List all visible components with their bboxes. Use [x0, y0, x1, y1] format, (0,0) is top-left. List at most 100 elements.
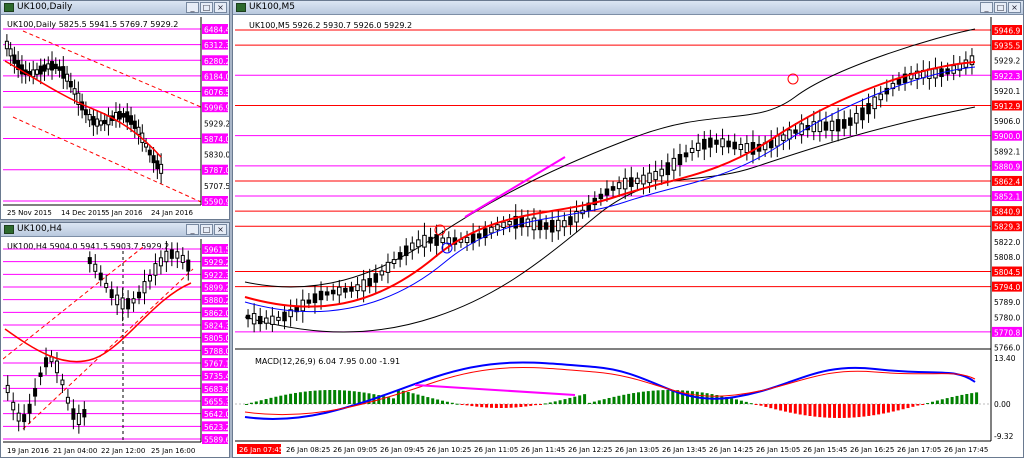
m5-candle-body: [854, 112, 859, 124]
daily-price-label: 6280.2: [204, 57, 229, 66]
macd-histogram-bar: [793, 404, 797, 414]
daily-candle-body: [76, 92, 81, 105]
m5-plot[interactable]: UK100,M5 5926.2 5930.7 5926.0 5929.2 5946…: [235, 17, 1023, 457]
minimize-button[interactable]: _: [186, 224, 199, 235]
m5-candle-body: [476, 233, 482, 239]
h4-candle-body: [16, 412, 21, 422]
h4-chart-window[interactable]: UK100,H4 _ □ × UK100,H4 5904.0 5941.5 59…: [0, 222, 230, 458]
m5-candle-body: [829, 120, 835, 132]
macd-histogram-bar: [901, 404, 905, 410]
macd-histogram-bar: [837, 404, 841, 418]
h4-candle-body: [137, 291, 142, 299]
daily-title-bar[interactable]: UK100,Daily _ □ ×: [1, 1, 229, 15]
macd-histogram-bar: [774, 404, 778, 410]
h4-candle-body: [126, 298, 131, 310]
m5-current-time-tag: [237, 444, 281, 454]
m5-date-label: 26 Jan 07:45: [239, 446, 283, 454]
h4-candle-body: [71, 408, 76, 420]
macd-histogram-bar: [764, 404, 768, 407]
h4-trend-line: [3, 246, 144, 360]
m5-candle-body: [519, 217, 525, 228]
macd-histogram-bar: [828, 404, 832, 418]
close-button[interactable]: ×: [214, 2, 227, 13]
m5-price-label: 5780.0: [994, 313, 1020, 322]
m5-candle-body: [343, 287, 348, 293]
m5-price-label: 5920.1: [994, 87, 1020, 96]
m5-price-label: 5880.9: [994, 162, 1020, 171]
h4-candle-body: [186, 259, 191, 272]
m5-candle-body: [568, 216, 573, 226]
minimize-button[interactable]: _: [980, 2, 993, 13]
daily-title: UK100,Daily: [17, 2, 73, 12]
m5-candle-body: [355, 284, 360, 292]
m5-candle-body: [537, 220, 543, 231]
macd-histogram-bar: [911, 404, 915, 407]
daily-candle-body: [125, 111, 130, 123]
daily-chart-window[interactable]: UK100,Daily _ □ × UK100,Daily 5825.5 594…: [0, 0, 230, 220]
m5-candle-body: [848, 117, 853, 126]
m5-candle-body: [866, 103, 871, 115]
daily-candle-body: [83, 109, 88, 116]
m5-price-tag: [992, 145, 1022, 156]
macd-histogram-bar: [470, 404, 474, 407]
h4-candle-body: [147, 275, 152, 282]
m5-price-tag: [992, 326, 1022, 337]
daily-candle-body: [129, 115, 134, 125]
m5-price-label: 5852.1: [994, 193, 1020, 202]
close-button[interactable]: ×: [214, 224, 227, 235]
close-button[interactable]: ×: [1008, 2, 1021, 13]
macd-histogram-bar: [436, 399, 440, 404]
m5-moving-average-fast: [244, 66, 976, 313]
macd-histogram-bar: [769, 404, 773, 409]
maximize-button[interactable]: □: [200, 2, 213, 13]
macd-histogram-bar: [818, 404, 822, 418]
daily-price-tag: [202, 24, 228, 34]
maximize-button[interactable]: □: [994, 2, 1007, 13]
m5-candle-body: [720, 138, 725, 148]
h4-price-label: 5655.3: [204, 398, 229, 407]
m5-chart-window[interactable]: UK100,M5 _ □ × UK100,M5 5926.2 5930.7 59…: [232, 0, 1024, 458]
m5-date-label: 26 Jan 13:05: [615, 446, 659, 454]
h4-plot[interactable]: UK100,H4 5904.0 5941.5 5903.7 5929.2 5961…: [3, 239, 229, 457]
m5-title-bar[interactable]: UK100,M5 _ □ ×: [233, 1, 1023, 15]
m5-candle-body: [683, 152, 689, 158]
m5-candle-body: [635, 177, 640, 184]
daily-candle-body: [50, 61, 55, 71]
macd-histogram-bar: [926, 403, 930, 405]
macd-histogram-bar: [509, 404, 513, 408]
macd-histogram-bar: [578, 395, 582, 404]
m5-date-label: 26 Jan 09:45: [380, 446, 424, 454]
m5-candle-body: [562, 220, 567, 228]
m5-price-label: 5789.0: [994, 298, 1020, 307]
macd-histogram-bar: [406, 392, 410, 404]
m5-candle-body: [878, 93, 883, 101]
m5-candle-body: [403, 245, 409, 257]
daily-plot[interactable]: UK100,Daily 5825.5 5941.5 5769.7 5929.2 6…: [3, 17, 229, 219]
h4-candle-body: [60, 379, 65, 386]
m5-candle-body: [410, 242, 415, 251]
m5-candle-body: [464, 236, 470, 244]
h4-title-bar[interactable]: UK100,H4 _ □ ×: [1, 223, 229, 237]
macd-histogram-bar: [735, 399, 738, 404]
macd-histogram-bar: [970, 393, 974, 404]
macd-main-line: [244, 361, 976, 420]
macd-histogram-bar: [656, 390, 660, 404]
m5-candle-body: [397, 252, 403, 260]
h4-candle-body: [65, 396, 70, 404]
daily-price-tag: [202, 55, 228, 66]
m5-date-label: 26 Jan 11:45: [521, 446, 565, 454]
h4-price-tag: [202, 358, 228, 368]
m5-candle-body: [416, 239, 421, 248]
h4-candle-body: [175, 251, 180, 259]
daily-price-label: 6484.4: [204, 26, 229, 35]
m5-sad-face-icon: [434, 224, 446, 236]
daily-trend-line: [12, 116, 202, 203]
minimize-button[interactable]: _: [186, 2, 199, 13]
macd-histogram-bar: [808, 404, 812, 417]
maximize-button[interactable]: □: [200, 224, 213, 235]
macd-axis-label: -9.32: [994, 432, 1014, 441]
h4-price-tag: [202, 332, 228, 343]
macd-histogram-bar: [597, 400, 601, 404]
m5-price-label: 5906.0: [994, 117, 1020, 126]
h4-candle-body: [109, 289, 114, 299]
